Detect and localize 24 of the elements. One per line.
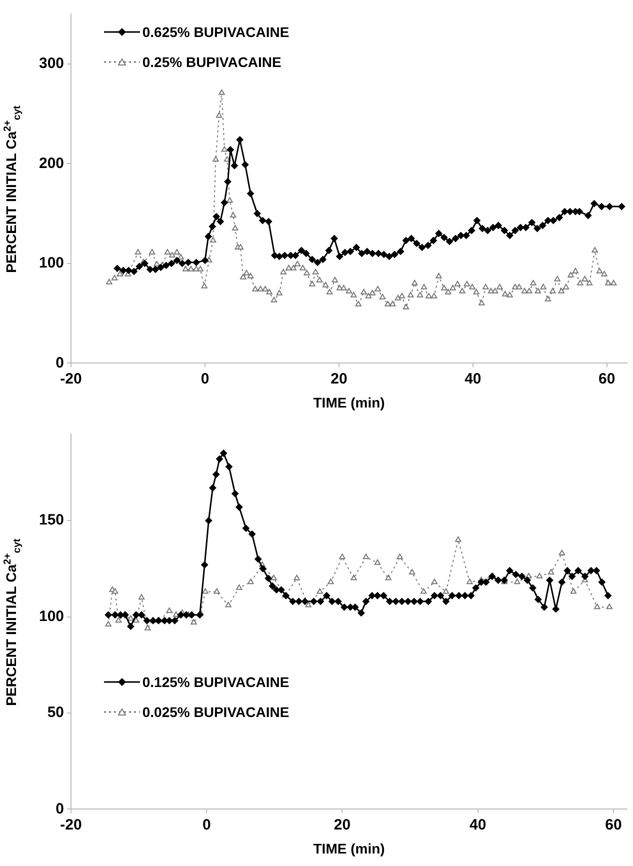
y-tick-label: 200 xyxy=(38,154,64,172)
x-tick-label: 20 xyxy=(330,370,348,388)
x-tick-label: 0 xyxy=(200,370,210,388)
y-tick-label: 300 xyxy=(38,55,64,72)
x-tick-label: 0 xyxy=(202,816,211,834)
legend-label: 0.025% BUPIVACAINE xyxy=(142,704,290,720)
legend-label: 0.625% BUPIVACAINE xyxy=(142,24,290,40)
y-tick-label: 150 xyxy=(38,512,64,529)
y-tick-label: 0 xyxy=(56,800,64,818)
x-tick-label: -20 xyxy=(60,370,82,388)
x-axis-title: TIME (min) xyxy=(313,394,385,410)
x-tick-label: 60 xyxy=(605,816,622,834)
x-tick-label: 40 xyxy=(469,816,486,834)
y-tick-label: 100 xyxy=(38,254,64,272)
x-tick-label: 60 xyxy=(598,370,616,388)
x-axis-title: TIME (min) xyxy=(313,840,385,856)
y-tick-label: 50 xyxy=(47,704,64,722)
y-tick-label: 100 xyxy=(38,608,64,625)
x-tick-label: -20 xyxy=(60,816,82,834)
legend-label: 0.25% BUPIVACAINE xyxy=(142,54,282,70)
x-tick-label: 20 xyxy=(334,816,351,834)
x-tick-label: 40 xyxy=(464,370,482,388)
legend-label: 0.125% BUPIVACAINE xyxy=(142,674,290,690)
y-tick-label: 0 xyxy=(56,354,64,372)
